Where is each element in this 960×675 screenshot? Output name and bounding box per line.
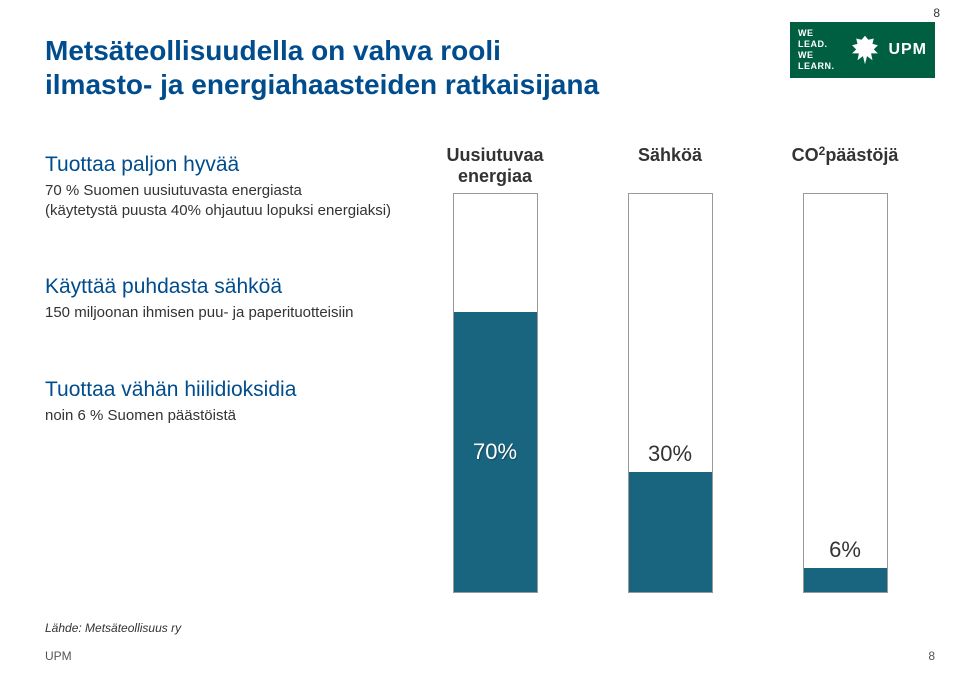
- bar-value-label: 30%: [629, 441, 712, 467]
- logo-tagline-line1: WE LEAD.: [798, 28, 842, 50]
- bar-chart: Uusiutuvaa energiaa 70% Sähköä 30% CO2 pääst…: [425, 145, 925, 593]
- bar-value-label: 6%: [804, 537, 887, 563]
- bar-fill: 70%: [454, 312, 537, 592]
- upm-logo: WE LEAD. WE LEARN. UPM: [790, 22, 935, 78]
- bar-value-label: 70%: [473, 439, 517, 465]
- content-row: Tuottaa paljon hyvää 70 % Suomen uusiutu…: [45, 145, 925, 593]
- logo-brand-text: UPM: [888, 41, 927, 59]
- logo-tagline: WE LEAD. WE LEARN.: [798, 28, 842, 71]
- text-block-produces-good: Tuottaa paljon hyvää 70 % Suomen uusiutu…: [45, 153, 400, 220]
- page-number-top: 8: [933, 6, 940, 20]
- bar-container: 6%: [803, 193, 888, 593]
- bar-fill: [804, 568, 887, 592]
- bar-container: 30%: [628, 193, 713, 593]
- page-title: Metsäteollisuudella on vahva rooli ilmas…: [45, 34, 605, 101]
- sub-text: 70 % Suomen uusiutuvasta energiasta: [45, 181, 400, 201]
- bar-header: Sähköä: [638, 145, 702, 193]
- bar-fill: [629, 472, 712, 592]
- bar-container: 70%: [453, 193, 538, 593]
- footer-right: 8: [928, 649, 935, 663]
- text-column: Tuottaa paljon hyvää 70 % Suomen uusiutu…: [45, 145, 400, 593]
- bar-header: Uusiutuvaa energiaa: [425, 145, 565, 193]
- lead-text: Tuottaa paljon hyvää: [45, 153, 400, 177]
- lead-text: Käyttää puhdasta sähköä: [45, 275, 400, 299]
- lead-text: Tuottaa vähän hiilidioksidia: [45, 378, 400, 402]
- logo-tagline-line2: WE LEARN.: [798, 50, 842, 72]
- sub-text: noin 6 % Suomen päästöistä: [45, 406, 400, 426]
- sub-text: (käytetystä puusta 40% ohjautuu lopuksi …: [45, 201, 400, 221]
- sub-text: 150 miljoonan ihmisen puu- ja paperituot…: [45, 303, 400, 323]
- griffin-icon: [848, 29, 882, 71]
- bar-header: CO2 päästöjä: [792, 145, 899, 193]
- bar-unit: CO2 päästöjä 6%: [775, 145, 915, 593]
- bar-unit: Uusiutuvaa energiaa 70%: [425, 145, 565, 593]
- text-block-low-co2: Tuottaa vähän hiilidioksidia noin 6 % Su…: [45, 378, 400, 426]
- footer-left: UPM: [45, 649, 72, 663]
- source-citation: Lähde: Metsäteollisuus ry: [45, 621, 181, 635]
- bar-unit: Sähköä 30%: [600, 145, 740, 593]
- text-block-clean-electricity: Käyttää puhdasta sähköä 150 miljoonan ih…: [45, 275, 400, 323]
